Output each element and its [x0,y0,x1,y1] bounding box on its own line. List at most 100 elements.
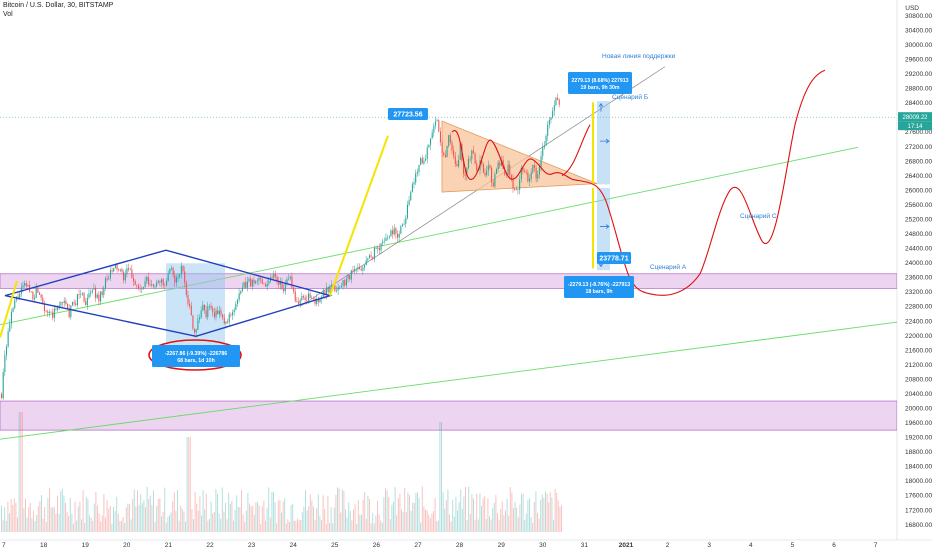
volume-bar [177,490,178,532]
volume-bar [172,501,174,532]
candle-body [448,135,450,146]
volume-bar [292,503,294,532]
volume-bar [242,514,244,532]
candle-body [137,285,140,289]
candle-body [288,278,290,280]
candle-body [296,300,298,302]
candle-body [548,120,550,125]
candle-body [400,226,402,234]
price-label-top-text: 27723.56 [393,112,422,119]
volume-bar [42,518,44,532]
candle-body [152,284,154,287]
volume-bar [250,506,252,532]
red-wave-triangle[interactable] [451,130,573,180]
volume-bar [321,520,322,532]
volume-bar [289,521,290,532]
candle-body [108,278,110,280]
candle-body [48,312,50,313]
yellow-leg-mid[interactable] [329,135,389,296]
volume-bar [415,493,417,532]
volume-bar [189,437,191,532]
candle-body [205,310,207,318]
candle-body [542,147,544,157]
candle-body [195,329,197,333]
volume-bar [471,494,473,532]
candle-body [283,288,285,292]
candle-body [430,138,432,145]
volume-bar [513,508,514,532]
volume-bar [124,522,126,532]
annotation-scenario-a: Сценарий А [650,263,687,271]
volume-bar [205,493,207,532]
candle-body [487,165,489,171]
volume-bar [450,521,452,532]
volume-bar [516,507,518,532]
candle-body [169,268,171,274]
red-path-scenario-a-c[interactable] [571,69,826,296]
candle-body [395,228,397,234]
yellow-leg-left[interactable] [0,280,18,338]
volume-bar [175,510,177,532]
volume-bar [105,517,106,532]
volume-bar [314,519,316,532]
candle-body [482,164,484,173]
candle-body [484,172,486,176]
candle-body [438,120,440,132]
measure-label-left-box [152,345,240,367]
candle-body [223,317,225,324]
candle-body [42,297,44,305]
x-tick-label: 4 [749,542,753,549]
candle-body [411,184,413,193]
volume-bar [290,505,292,532]
candle-body [32,291,34,300]
volume-bar [514,501,516,532]
candle-body [273,273,275,279]
volume-bar [127,503,129,532]
measure-box-up [597,101,610,185]
volume-bar [505,510,506,532]
candle-body [492,182,494,187]
candle-body [436,120,438,122]
volume-bar [146,487,148,532]
candle-body [164,285,166,286]
volume-bar [233,520,234,532]
candle-body [111,270,113,272]
volume-bar [465,486,466,532]
candle-body [416,172,418,174]
upper-green-trendline[interactable] [0,146,859,326]
volume-bar [362,499,364,532]
volume-bar [276,523,278,532]
volume-bar [135,506,137,532]
candle-body [421,158,423,164]
candle-body [372,256,374,259]
volume-bar [346,517,348,532]
candle-body [98,294,100,302]
volume-bar [367,495,369,532]
x-tick-label: 7 [2,542,6,549]
volume-bar [463,496,465,532]
candle-body [60,302,62,306]
volume-bar [329,522,330,532]
volume-bar [207,520,209,532]
volume-bar [87,498,89,532]
volume-bar [221,487,223,532]
candle-body [410,192,412,201]
lower-green-trendline[interactable] [0,321,897,440]
candle-body [406,204,408,218]
upper-resistance-zone [0,273,897,289]
candle-body [347,274,349,279]
volume-bar [322,495,324,532]
volume-bar [234,509,236,532]
candle-body [486,170,488,176]
volume-bar [410,510,412,532]
red-path-scenario-b[interactable] [561,124,591,177]
candle-body [316,299,318,304]
volume-bar [439,422,441,532]
candle-body [175,277,177,283]
volume-bar [108,508,110,532]
candle-body [453,150,455,156]
measure-label-left-line2: 68 bars, 1d 10h [177,358,215,364]
x-tick-label: 7 [874,542,878,549]
